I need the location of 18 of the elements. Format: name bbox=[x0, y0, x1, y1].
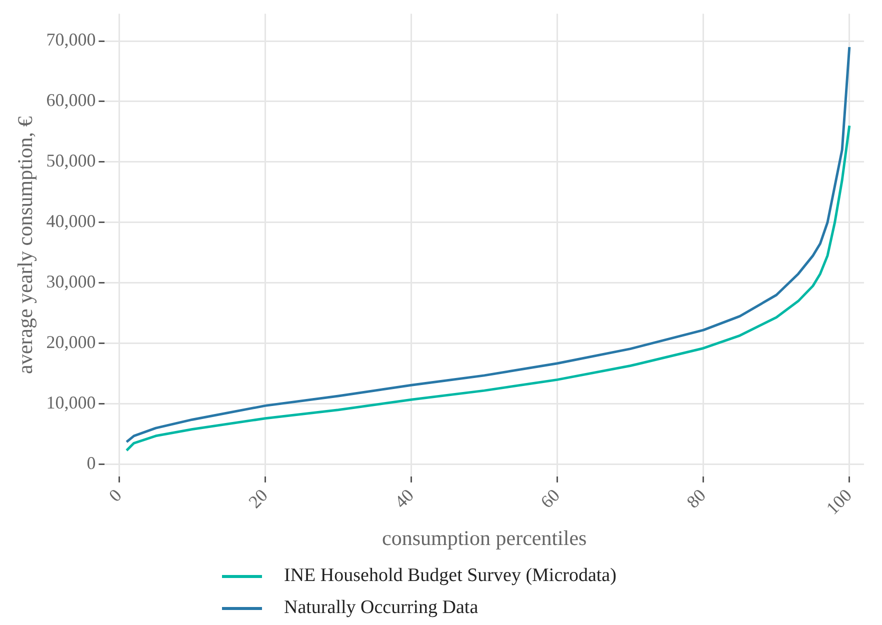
legend-label: Naturally Occurring Data bbox=[284, 596, 478, 620]
legend-label: INE Household Budget Survey (Microdata) bbox=[284, 564, 616, 588]
x-tick-label: 100 bbox=[822, 485, 856, 518]
y-tick-label: 20,000 bbox=[46, 332, 96, 352]
x-tick-label: 40 bbox=[390, 485, 418, 512]
x-tick-label: 0 bbox=[104, 485, 126, 506]
y-tick-label: 50,000 bbox=[46, 150, 96, 171]
x-tick-label: 80 bbox=[682, 485, 710, 512]
y-tick-label: 0 bbox=[86, 453, 96, 474]
y-tick-label: 30,000 bbox=[46, 272, 96, 292]
x-axis-title: consumption percentiles bbox=[382, 526, 587, 550]
y-tick-label: 60,000 bbox=[46, 90, 96, 110]
y-tick-label: 70,000 bbox=[46, 30, 96, 50]
y-tick-label: 10,000 bbox=[46, 392, 96, 413]
x-tick-label: 60 bbox=[536, 485, 564, 512]
y-tick-label: 40,000 bbox=[46, 211, 96, 232]
x-tick-label: 20 bbox=[244, 485, 272, 512]
y-axis-title: average yearly consumption, € bbox=[13, 116, 38, 374]
